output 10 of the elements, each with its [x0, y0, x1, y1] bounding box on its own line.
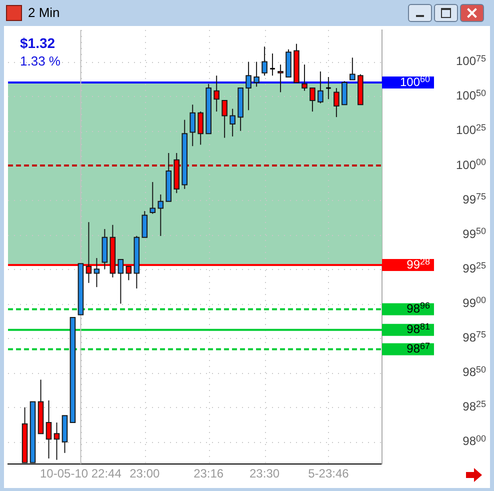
x-tick-label: 23:16 — [194, 466, 224, 481]
annotation: $1.32 — [20, 34, 56, 51]
annotation: 1.33 % — [20, 54, 61, 69]
candlestick — [269, 52, 276, 76]
candlestick — [325, 76, 332, 100]
x-tick-label: 5-23:46 — [308, 466, 350, 481]
x-tick-label: 10-05-10 22:44 — [40, 466, 122, 481]
x-tick-label: 23:30 — [250, 466, 280, 481]
x-tick-label: 23:00 — [130, 466, 160, 481]
chart-title: 2 Min — [28, 5, 60, 20]
